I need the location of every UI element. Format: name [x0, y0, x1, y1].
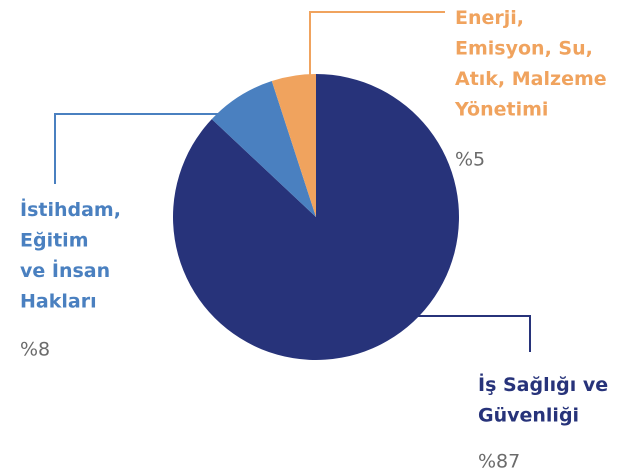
value-label: %8: [20, 339, 50, 361]
category-label: Enerji, Emisyon, Su, Atık, Malzeme Yönetimi: [454, 7, 607, 121]
value-label: %87: [478, 451, 520, 473]
pie-slice: [211, 80, 316, 217]
category-label: İstihdam, Eğitim ve İnsan Hakları: [20, 197, 121, 313]
category-label: İş Sağlığı ve Güvenliği: [478, 372, 608, 427]
pie-slice: [271, 74, 316, 217]
leader-line: [418, 315, 531, 352]
leader-line: [309, 11, 445, 84]
leader-lines: [54, 11, 531, 352]
leader-line: [54, 113, 218, 184]
value-label: %5: [455, 149, 485, 171]
